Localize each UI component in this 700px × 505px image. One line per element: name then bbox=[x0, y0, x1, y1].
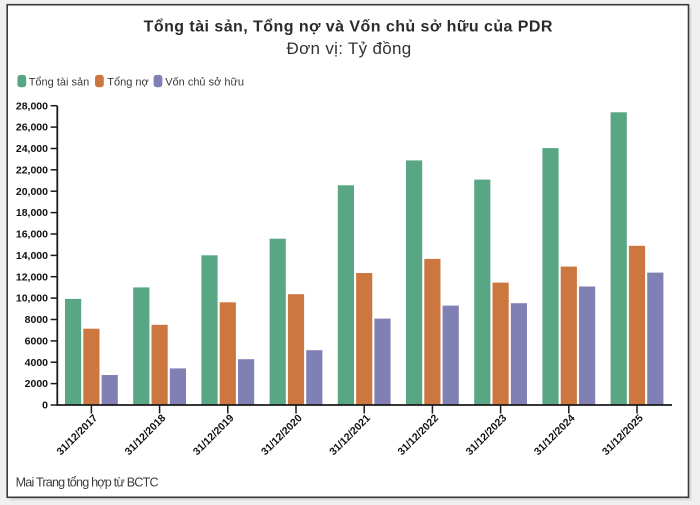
svg-text:Mai Trang tổng hợp từ BCTC: Mai Trang tổng hợp từ BCTC bbox=[16, 476, 159, 490]
svg-text:12,000: 12,000 bbox=[16, 271, 48, 283]
svg-text:Vốn chủ sở hữu: Vốn chủ sở hữu bbox=[165, 76, 244, 88]
svg-text:2000: 2000 bbox=[25, 378, 49, 390]
svg-text:Đơn vị: Tỷ đồng: Đơn vị: Tỷ đồng bbox=[287, 39, 412, 58]
svg-text:4000: 4000 bbox=[25, 357, 49, 369]
svg-text:8000: 8000 bbox=[25, 314, 49, 326]
svg-text:10,000: 10,000 bbox=[16, 293, 48, 305]
svg-text:16,000: 16,000 bbox=[16, 229, 48, 241]
svg-text:0: 0 bbox=[42, 400, 48, 412]
svg-text:14,000: 14,000 bbox=[16, 250, 48, 262]
svg-text:22,000: 22,000 bbox=[16, 164, 48, 176]
svg-text:Tổng nợ: Tổng nợ bbox=[107, 76, 148, 88]
svg-text:Tổng tài sản, Tổng nợ và Vốn c: Tổng tài sản, Tổng nợ và Vốn chủ sở hữu … bbox=[144, 18, 553, 36]
svg-text:6000: 6000 bbox=[25, 336, 49, 348]
svg-text:18,000: 18,000 bbox=[16, 207, 48, 219]
svg-text:26,000: 26,000 bbox=[16, 122, 48, 134]
svg-text:28,000: 28,000 bbox=[16, 100, 48, 112]
svg-text:20,000: 20,000 bbox=[16, 186, 48, 198]
svg-text:Tổng tài sản: Tổng tài sản bbox=[29, 76, 90, 88]
svg-text:24,000: 24,000 bbox=[16, 143, 48, 155]
